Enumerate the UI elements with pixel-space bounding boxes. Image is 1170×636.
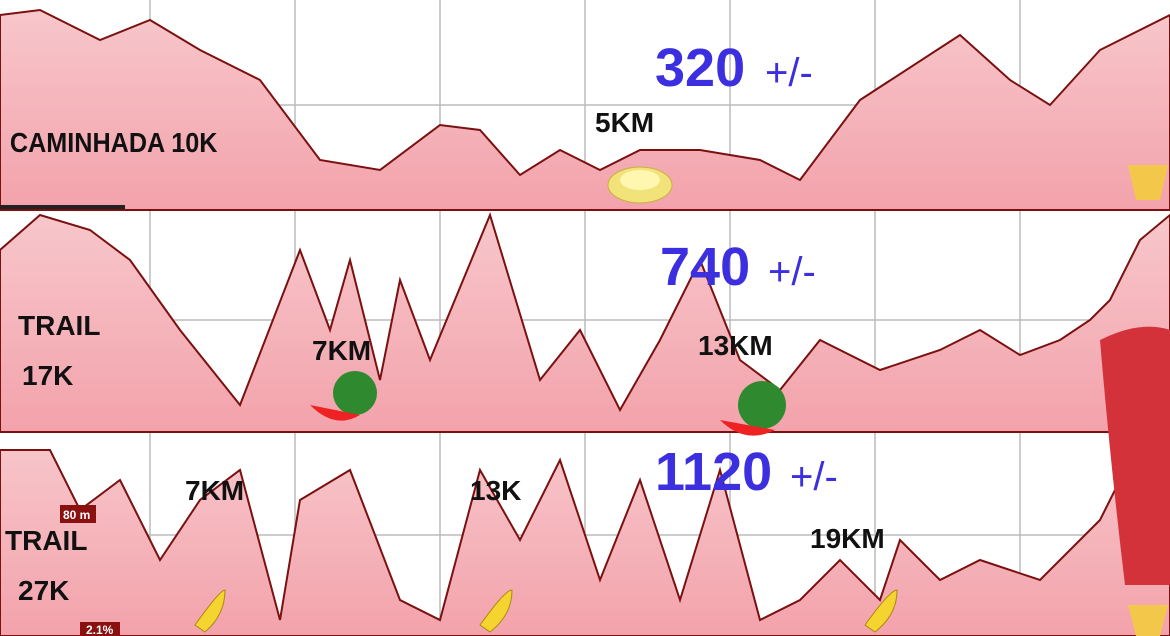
course-name: TRAIL (18, 310, 100, 341)
elevation-gain: 320 (655, 38, 745, 98)
km-marker: 7KM (312, 335, 371, 366)
km-marker: 13KM (698, 330, 773, 361)
elevation-infographic: CAMINHADA 10K 320 +/- 5KM TRAIL 17K 740 … (0, 0, 1170, 636)
course-name: TRAIL (5, 525, 87, 556)
km-marker: 5KM (595, 107, 654, 138)
course-name: CAMINHADA 10K (10, 127, 218, 159)
elevation-gain: 1120 (655, 442, 772, 502)
km-marker: 7KM (185, 475, 244, 506)
km-marker: 13K (470, 475, 521, 506)
course-name: 27K (18, 575, 69, 606)
badge: 80 m (63, 508, 90, 522)
melon-icon (608, 167, 672, 203)
badge: 2.1% (86, 623, 114, 636)
gain-suffix: +/- (765, 51, 813, 95)
course-name: 17K (22, 360, 73, 391)
elevation-gain: 740 (660, 237, 750, 297)
gain-suffix: +/- (790, 455, 838, 499)
km-marker: 19KM (810, 523, 885, 554)
scale-bar (0, 205, 125, 209)
gain-suffix: +/- (768, 250, 816, 294)
